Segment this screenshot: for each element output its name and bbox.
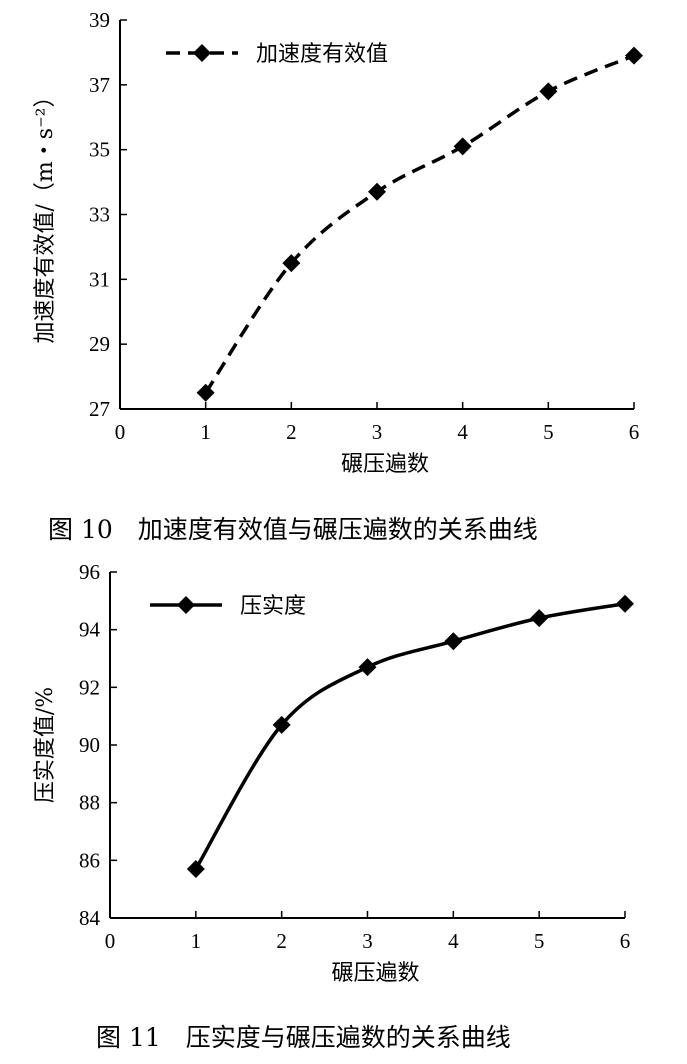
x-tick-label: 3 bbox=[362, 929, 373, 953]
x-tick-label: 3 bbox=[372, 420, 383, 444]
x-tick-label: 6 bbox=[620, 929, 631, 953]
data-point bbox=[358, 658, 377, 677]
series-line bbox=[204, 54, 635, 394]
legend-label: 加速度有效值 bbox=[256, 42, 388, 67]
x-tick-label: 1 bbox=[191, 929, 202, 953]
y-tick-label: 39 bbox=[89, 8, 110, 32]
data-point bbox=[196, 383, 215, 402]
data-point bbox=[368, 182, 386, 201]
x-axis-label: 碾压遍数 bbox=[331, 961, 419, 986]
chart-fig10: 27 29 31 33 35 37 39 0 1 2 3 4 5 6 碾压遍数 加速度有效值/（m・s⁻²） 加… bbox=[33, 8, 643, 477]
x-tick-label: 4 bbox=[457, 420, 468, 444]
data-point bbox=[539, 82, 558, 101]
data-point bbox=[444, 632, 463, 651]
y-tick-label: 88 bbox=[79, 791, 100, 815]
y-axis-label: 加速度有效值/（m・s⁻²） bbox=[33, 86, 58, 344]
y-tick-label: 86 bbox=[79, 848, 100, 872]
data-point bbox=[272, 715, 291, 734]
y-tick-label: 94 bbox=[79, 618, 101, 642]
legend-label: 压实度 bbox=[240, 594, 306, 619]
y-tick-label: 84 bbox=[79, 906, 101, 930]
x-tick-label: 0 bbox=[115, 420, 126, 444]
x-tick-label: 4 bbox=[448, 929, 459, 953]
x-axis-label: 碾压遍数 bbox=[341, 452, 429, 477]
x-tick-label: 5 bbox=[543, 420, 554, 444]
caption-fig11: 图 11 压实度与碾压遍数的关系曲线 bbox=[96, 1023, 511, 1052]
data-point bbox=[282, 254, 301, 273]
chart-fig11: 84 86 88 90 92 94 96 0 1 2 3 4 5 6 碾压遍数 压实度值/% 压实度 bbox=[33, 560, 634, 986]
data-point bbox=[616, 594, 634, 613]
legend-marker bbox=[177, 596, 195, 614]
data-point bbox=[530, 609, 549, 628]
x-tick-label: 6 bbox=[629, 420, 640, 444]
x-tick-label: 0 bbox=[105, 929, 116, 953]
y-tick-label: 37 bbox=[89, 73, 110, 97]
y-tick-label: 35 bbox=[89, 138, 110, 162]
y-tick-label: 92 bbox=[79, 675, 100, 699]
x-tick-label: 5 bbox=[534, 929, 545, 953]
x-tick-label: 1 bbox=[200, 420, 211, 444]
y-tick-label: 27 bbox=[89, 397, 110, 421]
data-point bbox=[625, 46, 643, 65]
data-point bbox=[186, 859, 205, 878]
y-tick-label: 29 bbox=[89, 332, 110, 356]
caption-fig10: 图 10 加速度有效值与碾压遍数的关系曲线 bbox=[48, 515, 538, 544]
y-tick-label: 96 bbox=[79, 560, 100, 584]
x-tick-label: 2 bbox=[286, 420, 297, 444]
series-line bbox=[194, 601, 626, 870]
y-tick-label: 90 bbox=[79, 733, 100, 757]
x-tick-label: 2 bbox=[276, 929, 287, 953]
y-axis-label: 压实度值/% bbox=[33, 687, 58, 803]
data-point bbox=[453, 137, 472, 156]
y-tick-label: 33 bbox=[89, 203, 110, 227]
y-tick-label: 31 bbox=[89, 267, 110, 291]
legend-marker bbox=[193, 44, 211, 62]
